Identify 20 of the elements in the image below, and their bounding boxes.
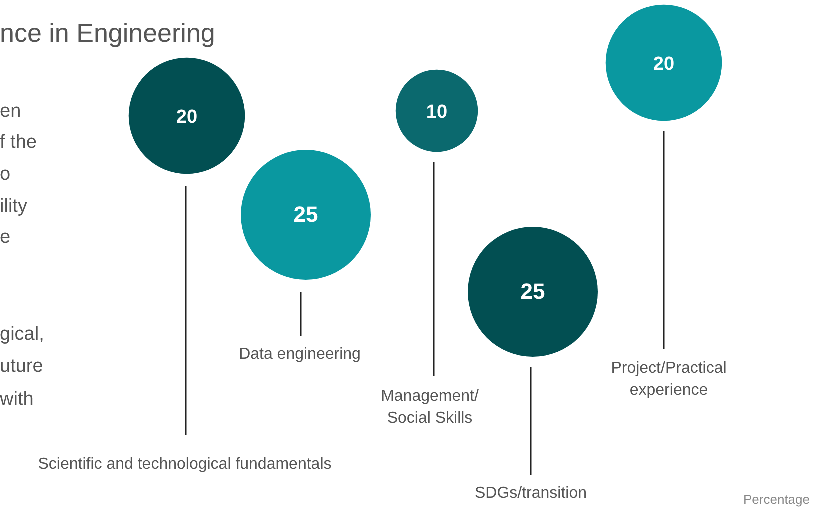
- text: f the: [0, 132, 37, 153]
- category-label: SDGs/transition: [474, 485, 588, 502]
- text: uture: [0, 356, 44, 377]
- text: e: [0, 227, 11, 248]
- text: nce in Engineering: [0, 18, 216, 48]
- data-label: 10: [426, 102, 448, 123]
- text: gical,: [0, 324, 44, 345]
- category-label: Data engineering: [239, 346, 361, 363]
- category-label: Project/Practical experience: [611, 360, 727, 399]
- category-label: Scientific and technological fundamentals: [38, 456, 332, 473]
- text: with: [0, 389, 34, 410]
- data-label: 20: [653, 54, 675, 75]
- text: en: [0, 101, 22, 122]
- category-label: Management/ Social Skills: [381, 388, 480, 427]
- text: o: [0, 164, 11, 185]
- text: Percentage: [744, 492, 810, 507]
- data-label: 20: [176, 107, 198, 128]
- data-label: 25: [294, 202, 318, 227]
- data-label: 25: [520, 279, 546, 304]
- text: ility: [0, 196, 28, 217]
